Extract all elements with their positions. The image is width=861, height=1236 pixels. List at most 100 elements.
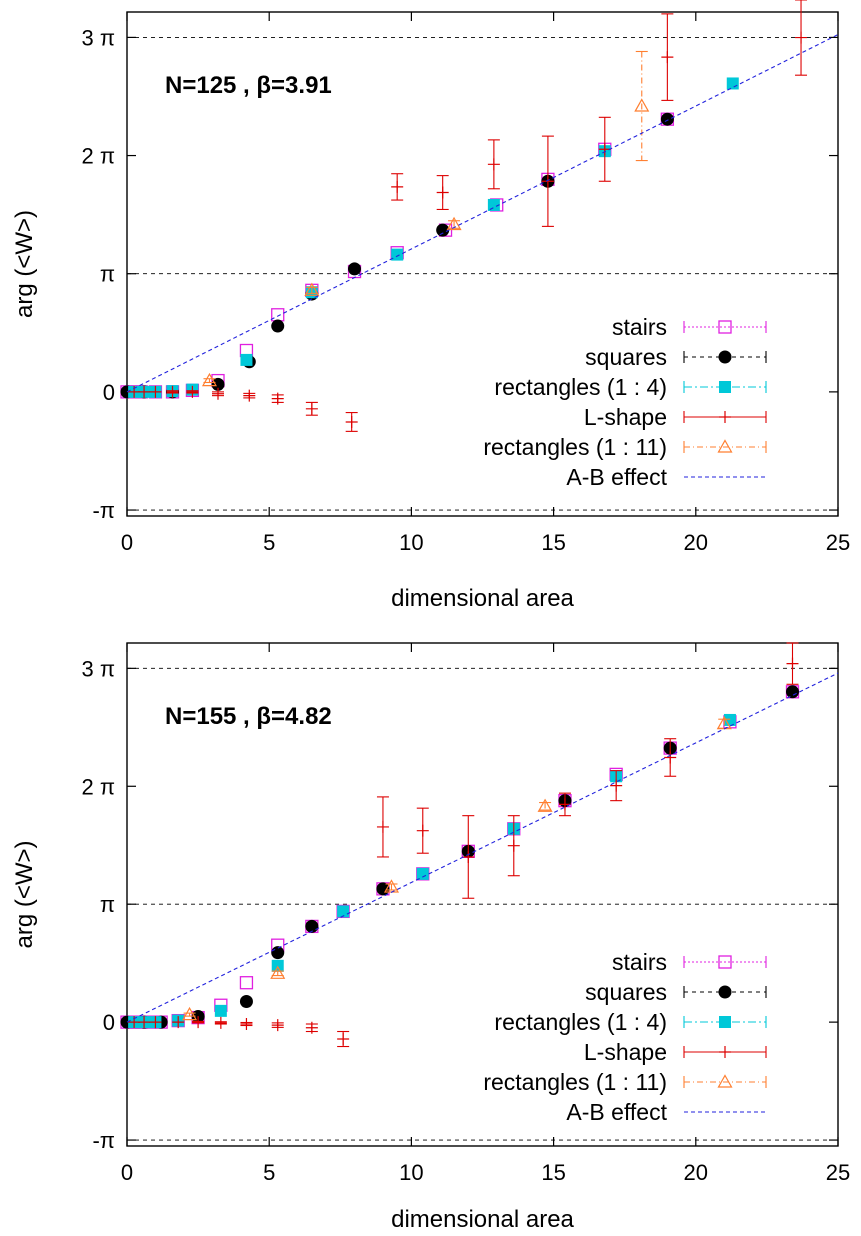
- data-point: [201, 372, 218, 387]
- legend-label: L-shape: [584, 1039, 667, 1065]
- data-point: [239, 994, 253, 1008]
- series-3: [128, 0, 808, 432]
- x-tick-label: 10: [399, 530, 423, 555]
- data-point: [270, 965, 286, 979]
- y-tick-label: -π: [92, 1128, 115, 1153]
- ab-effect-line: [126, 672, 839, 1023]
- legend-label: rectangles (1 : 4): [494, 1009, 667, 1035]
- chart-annotation: N=125 , β=3.91: [165, 72, 332, 99]
- y-tick-label: 2 π: [81, 774, 115, 799]
- legend-label: stairs: [612, 314, 667, 340]
- data-point: [149, 385, 162, 398]
- legend-marker: [718, 985, 732, 999]
- data-point: [305, 402, 318, 415]
- y-tick-label: -π: [92, 498, 115, 523]
- legend: stairs squares rectangles (1 : 4) L-shape re…: [483, 949, 767, 1125]
- legend: stairs squares rectangles (1 : 4) L-shape re…: [483, 314, 767, 490]
- legend-marker: [719, 1046, 731, 1058]
- legend-label: A-B effect: [566, 1099, 667, 1125]
- data-point: [138, 1016, 151, 1029]
- data-point: [138, 385, 151, 398]
- data-point: [271, 319, 285, 333]
- y-axis-label: arg (<W>): [11, 210, 38, 318]
- data-point: [240, 1018, 253, 1030]
- data-point: [664, 751, 677, 764]
- legend-label: rectangles (1 : 11): [483, 1069, 667, 1095]
- x-tick-label: 20: [684, 1160, 708, 1185]
- series-4: [201, 50, 650, 387]
- data-point: [337, 905, 350, 918]
- y-tick-label: π: [100, 262, 115, 287]
- legend-marker: [719, 411, 731, 423]
- data-point: [271, 392, 284, 405]
- data-point: [610, 779, 623, 792]
- x-tick-label: 0: [121, 530, 133, 555]
- data-point: [243, 389, 256, 402]
- y-tick-label: π: [100, 892, 115, 917]
- data-point: [240, 353, 253, 366]
- data-point: [462, 850, 475, 863]
- legend-marker: [717, 1074, 733, 1088]
- data-point: [271, 946, 285, 960]
- data-point: [212, 387, 225, 400]
- data-point: [214, 1016, 227, 1029]
- legend-label: rectangles (1 : 4): [494, 374, 667, 400]
- x-tick-label: 25: [826, 530, 850, 555]
- x-tick-label: 15: [541, 1160, 565, 1185]
- data-point: [795, 31, 808, 44]
- data-point: [182, 1006, 198, 1021]
- x-tick-label: 0: [121, 1160, 133, 1185]
- data-point: [786, 657, 799, 670]
- data-point: [416, 824, 429, 837]
- legend-marker: [718, 350, 732, 364]
- x-axis-label: dimensional area: [391, 1206, 574, 1233]
- data-point: [537, 798, 553, 812]
- data-point: [239, 976, 254, 990]
- data-point: [304, 282, 320, 296]
- data-point: [271, 1019, 284, 1032]
- x-tick-label: 10: [399, 1160, 423, 1185]
- y-tick-label: 3 π: [81, 656, 115, 681]
- data-point: [348, 262, 362, 276]
- y-axis-label: arg (<W>): [11, 840, 38, 948]
- data-point: [305, 919, 319, 933]
- data-point: [661, 51, 674, 64]
- legend-label: L-shape: [584, 404, 667, 430]
- y-tick-label: 3 π: [81, 25, 115, 50]
- data-point: [558, 798, 571, 811]
- data-point: [172, 1016, 185, 1029]
- legend-marker: [719, 1016, 731, 1028]
- data-point: [271, 308, 285, 322]
- x-tick-label: 25: [826, 1160, 850, 1185]
- data-point: [487, 198, 500, 211]
- x-tick-label: 5: [263, 530, 275, 555]
- x-tick-label: 15: [541, 530, 565, 555]
- series-5: [126, 672, 839, 1023]
- legend-label: A-B effect: [566, 464, 667, 490]
- legend-marker: [718, 955, 732, 969]
- data-point: [166, 385, 179, 398]
- legend-label: stairs: [612, 949, 667, 975]
- legend-marker: [719, 381, 731, 393]
- data-point: [376, 820, 389, 833]
- data-point: [660, 112, 674, 126]
- data-point: [487, 158, 500, 171]
- data-point: [337, 1033, 350, 1046]
- data-point: [541, 175, 554, 188]
- data-point: [726, 77, 739, 90]
- data-point: [345, 415, 358, 428]
- data-point: [507, 839, 520, 852]
- plot-frame: [126, 11, 839, 517]
- data-point: [305, 1021, 318, 1034]
- chart-annotation: N=155 , β=4.82: [165, 703, 332, 730]
- data-point: [211, 377, 225, 391]
- series-3: [128, 642, 799, 1048]
- series-1: [120, 685, 799, 1029]
- data-point: [192, 1016, 205, 1029]
- data-point: [416, 867, 429, 880]
- data-point: [446, 216, 462, 231]
- plot-frame: [126, 642, 839, 1147]
